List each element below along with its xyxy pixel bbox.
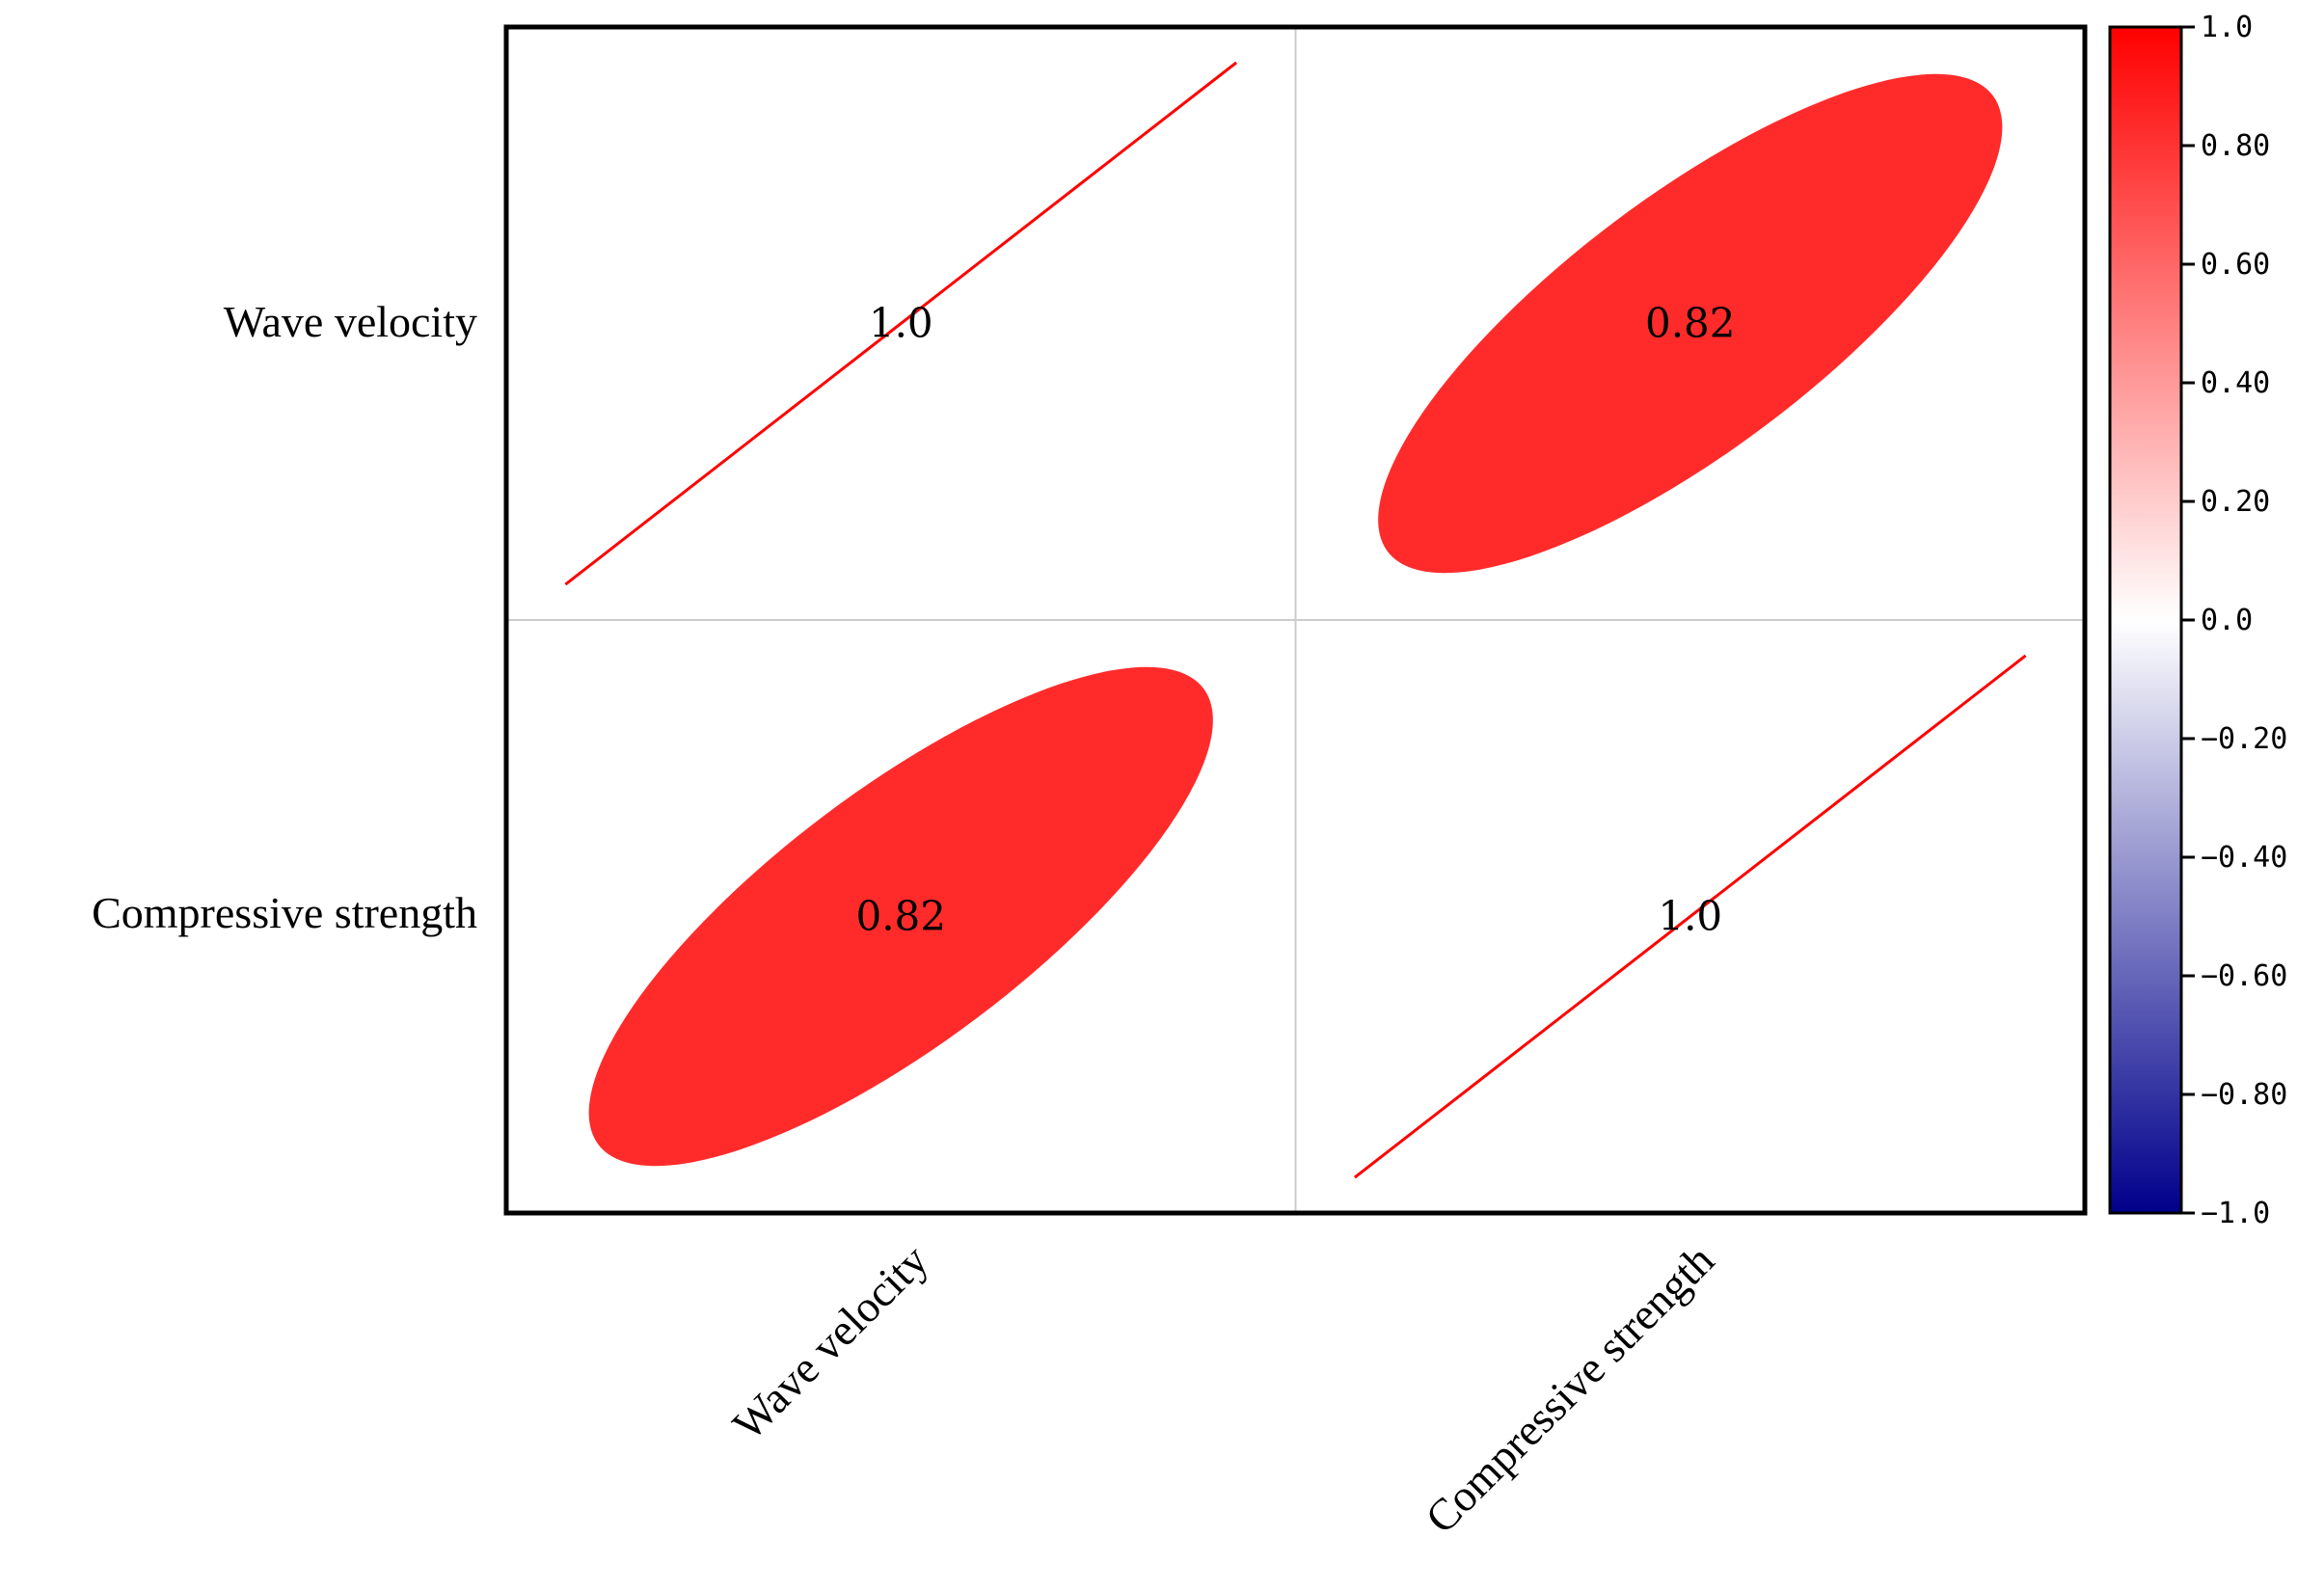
colorbar-tick-label: −0.60 bbox=[2201, 959, 2287, 993]
colorbar-tick-label: −0.40 bbox=[2201, 841, 2287, 875]
col-label-wave-velocity: Wave velocity bbox=[723, 1235, 937, 1449]
correlation-cells: 1.0 0.82 0.82 1.0 bbox=[564, 61, 2027, 1179]
colorbar-tick-label: −1.0 bbox=[2201, 1197, 2270, 1230]
colorbar-tick-label: 1.0 bbox=[2201, 11, 2253, 44]
colorbar-ticks: 1.0 0.80 0.60 0.40 0.20 0.0 −0.20 −0.40 −0.60 −0.… bbox=[2181, 11, 2287, 1230]
colorbar bbox=[2108, 25, 2183, 1215]
correlation-line-mark bbox=[1353, 654, 2027, 1179]
colorbar-tick-label: 0.20 bbox=[2201, 485, 2270, 519]
colorbar-tick-label: 0.60 bbox=[2201, 248, 2270, 282]
cell-value-label: 0.82 bbox=[855, 893, 946, 940]
col-label-compressive-strength: Compressive strength bbox=[1416, 1235, 1723, 1543]
correlation-line-mark bbox=[564, 61, 1238, 586]
colorbar-tick-label: 0.80 bbox=[2201, 129, 2270, 163]
row-label-wave-velocity: Wave velocity bbox=[224, 297, 477, 346]
cell-value-label: 0.82 bbox=[1645, 300, 1736, 347]
cell-value-label: 1.0 bbox=[1658, 893, 1722, 940]
colorbar-tick-label: 0.0 bbox=[2201, 604, 2253, 637]
colorbar-tick-label: −0.80 bbox=[2201, 1078, 2287, 1112]
colorbar-tick-label: 0.40 bbox=[2201, 366, 2270, 400]
correlation-ellipse-mark bbox=[588, 666, 1213, 1167]
row-label-compressive-strength: Compressive strength bbox=[92, 888, 477, 937]
cell-value-label: 1.0 bbox=[869, 300, 933, 347]
correlation-ellipse-mark bbox=[1378, 73, 2003, 574]
plot-frame bbox=[503, 24, 2088, 1216]
colorbar-tick-label: −0.20 bbox=[2201, 722, 2287, 756]
